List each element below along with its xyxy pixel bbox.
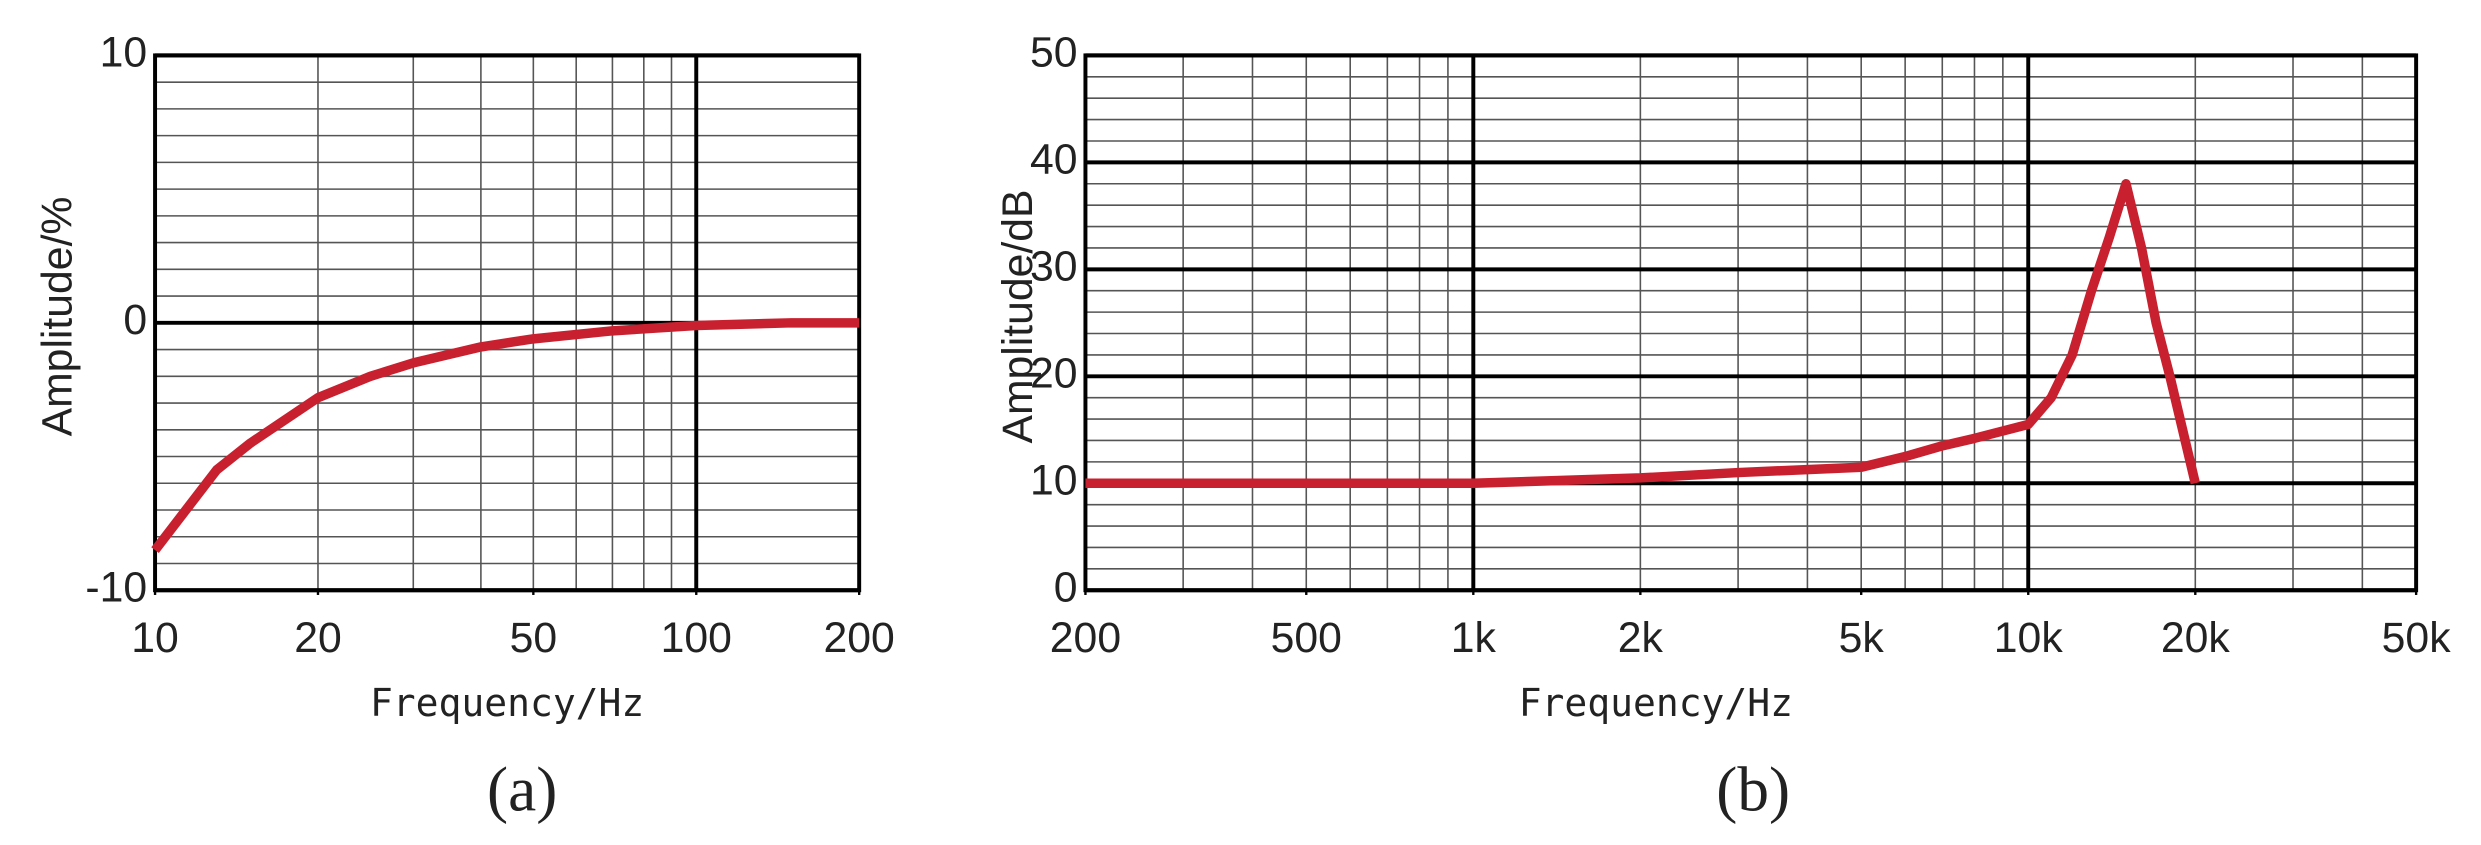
x-tick-label: 200 (824, 614, 895, 662)
x-tick-label: 20k (2161, 614, 2231, 662)
x-tick-label: 50 (510, 614, 558, 662)
y-tick-label: 10 (1030, 457, 1078, 505)
y-axis-label: Amplitude/% (33, 197, 81, 437)
y-tick-label: 10 (100, 29, 148, 77)
x-tick-label: 500 (1271, 614, 1342, 662)
y-tick-label: 30 (1030, 243, 1078, 291)
data-line (151, 318, 860, 554)
y-axis-label: Amplitude/dB (994, 189, 1042, 443)
plot-frame (1083, 53, 2419, 593)
x-tick-label: 10k (1994, 614, 2064, 662)
y-tick-label: -10 (85, 564, 147, 612)
y-tick-label: 0 (1054, 564, 1078, 612)
y-tick-label: 50 (1030, 29, 1078, 77)
data-line (1085, 179, 2200, 489)
x-tick-label: 1k (1451, 614, 1497, 662)
y-tick-label: 40 (1030, 136, 1078, 184)
x-tick-label: 5k (1839, 614, 1885, 662)
x-tick-label: 50k (2382, 614, 2452, 662)
x-tick-label: 2k (1618, 614, 1664, 662)
x-tick-label: 200 (1050, 614, 1121, 662)
x-tick-label: 100 (661, 614, 732, 662)
x-axis-label: Frequency/Hz (1519, 681, 1793, 725)
y-tick-label: 0 (123, 296, 147, 344)
caption: (b) (1716, 754, 1790, 824)
y-tick-label: 20 (1030, 350, 1078, 398)
x-tick-label: 20 (294, 614, 342, 662)
x-axis-label: Frequency/Hz (370, 681, 644, 725)
x-tick-label: 10 (131, 614, 179, 662)
caption: (a) (487, 754, 557, 824)
